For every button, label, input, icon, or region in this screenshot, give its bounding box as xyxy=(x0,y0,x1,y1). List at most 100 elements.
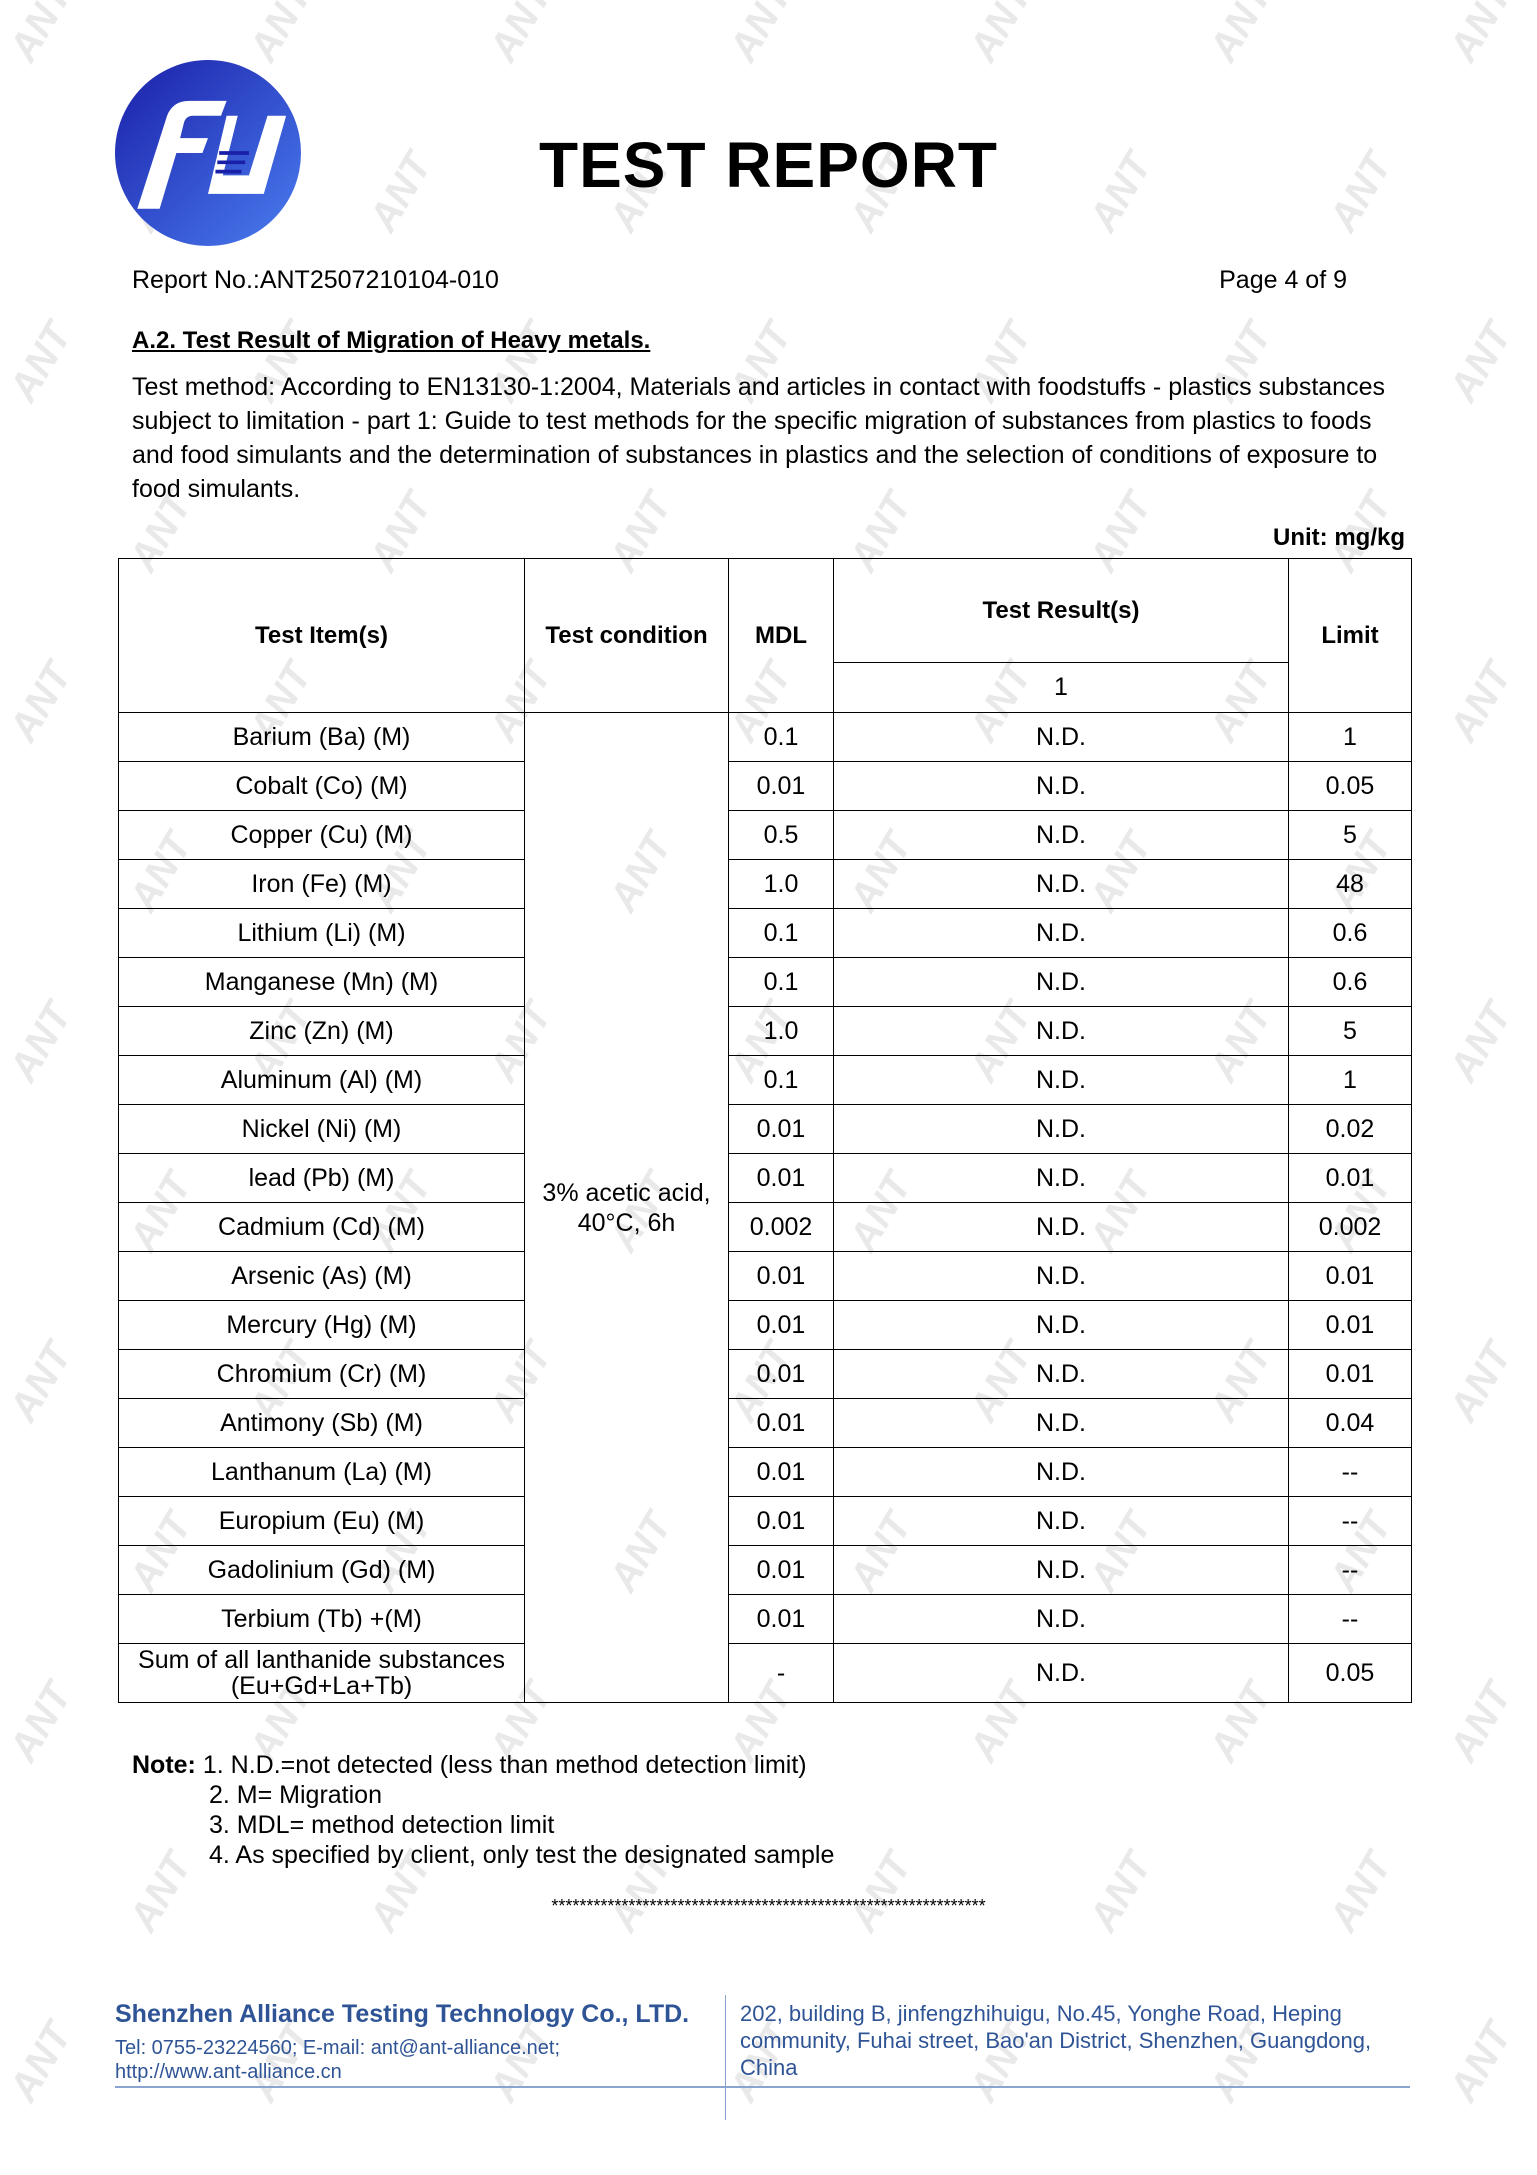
header-result-sample: 1 xyxy=(833,662,1289,713)
cell-item: Lithium (Li) (M) xyxy=(118,908,525,958)
cell-result: N.D. xyxy=(833,1349,1289,1399)
cell-item: Europium (Eu) (M) xyxy=(118,1496,525,1546)
footer-tel-email: Tel: 0755-23224560; E-mail: ant@ant-alli… xyxy=(115,2037,561,2059)
section-title: A.2. Test Result of Migration of Heavy m… xyxy=(132,327,651,354)
page-number: Page 4 of 9 xyxy=(1219,266,1347,294)
watermark-mark: ANT xyxy=(1,315,81,409)
cell-item: Gadolinium (Gd) (M) xyxy=(118,1545,525,1595)
cell-limit: 0.01 xyxy=(1288,1251,1412,1301)
header-result: Test Result(s) xyxy=(833,558,1289,663)
cell-mdl: - xyxy=(728,1643,834,1703)
cell-result: N.D. xyxy=(833,1202,1289,1252)
cell-limit: 1 xyxy=(1288,1055,1412,1105)
note-item: 1. N.D.=not detected (less than method d… xyxy=(202,1751,807,1779)
cell-mdl: 0.01 xyxy=(728,1545,834,1595)
footer-website[interactable]: http://www.ant-alliance.cn xyxy=(115,2061,342,2083)
footer-company: Shenzhen Alliance Testing Technology Co.… xyxy=(115,2000,690,2028)
cell-mdl: 0.01 xyxy=(728,1251,834,1301)
footer-divider xyxy=(725,1995,726,2120)
table-row: Mercury (Hg) (M) 0.01 N.D. 0.01 xyxy=(118,1300,1412,1350)
cell-item: Barium (Ba) (M) xyxy=(118,712,525,762)
cell-mdl: 0.1 xyxy=(728,1055,834,1105)
cell-mdl: 0.01 xyxy=(728,1594,834,1644)
cell-limit: 0.002 xyxy=(1288,1202,1412,1252)
header-limit: Limit xyxy=(1288,558,1412,713)
table-row: Arsenic (As) (M) 0.01 N.D. 0.01 xyxy=(118,1251,1412,1301)
table-row: Chromium (Cr) (M) 0.01 N.D. 0.01 xyxy=(118,1349,1412,1399)
cell-result: N.D. xyxy=(833,1153,1289,1203)
note-item: 3. MDL= method detection limit xyxy=(209,1811,555,1839)
cell-item: lead (Pb) (M) xyxy=(118,1153,525,1203)
report-number: Report No.:ANT2507210104-010 xyxy=(132,266,499,294)
cell-item: Cadmium (Cd) (M) xyxy=(118,1202,525,1252)
watermark-mark: ANT xyxy=(1,1335,81,1429)
cell-result: N.D. xyxy=(833,859,1289,909)
cell-item: Nickel (Ni) (M) xyxy=(118,1104,525,1154)
header-condition: Test condition xyxy=(524,558,729,713)
cell-limit: 0.01 xyxy=(1288,1349,1412,1399)
cell-limit: 0.01 xyxy=(1288,1300,1412,1350)
cell-mdl: 1.0 xyxy=(728,859,834,909)
table-row: Gadolinium (Gd) (M) 0.01 N.D. -- xyxy=(118,1545,1412,1595)
cell-limit: 5 xyxy=(1288,1006,1412,1056)
cell-result: N.D. xyxy=(833,1447,1289,1497)
cell-item: Arsenic (As) (M) xyxy=(118,1251,525,1301)
notes: Note: 1. N.D.=not detected (less than me… xyxy=(132,1750,834,1870)
watermark-mark: ANT xyxy=(481,0,561,69)
cell-mdl: 0.01 xyxy=(728,1300,834,1350)
test-method: Test method: According to EN13130-1:2004… xyxy=(132,373,1385,503)
watermark-mark: ANT xyxy=(1441,315,1521,409)
table-row: Cobalt (Co) (M) 0.01 N.D. 0.05 xyxy=(118,761,1412,811)
cell-item: Antimony (Sb) (M) xyxy=(118,1398,525,1448)
table-row: Barium (Ba) (M) 3% acetic acid, 40°C, 6h 0… xyxy=(118,712,1412,1703)
note-item: 4. As specified by client, only test the… xyxy=(209,1841,835,1869)
cell-condition: 3% acetic acid, 40°C, 6h xyxy=(524,712,729,1703)
table-row: Cadmium (Cd) (M) 0.002 N.D. 0.002 xyxy=(118,1202,1412,1252)
company-logo xyxy=(115,60,301,246)
watermark-mark: ANT xyxy=(1,2015,81,2109)
cell-mdl: 0.01 xyxy=(728,761,834,811)
cell-result: N.D. xyxy=(833,1594,1289,1644)
cell-item: Mercury (Hg) (M) xyxy=(118,1300,525,1350)
cell-item: Chromium (Cr) (M) xyxy=(118,1349,525,1399)
cell-result: N.D. xyxy=(833,1104,1289,1154)
table-row: Iron (Fe) (M) 1.0 N.D. 48 xyxy=(118,859,1412,909)
cell-limit: 48 xyxy=(1288,859,1412,909)
cell-item: Copper (Cu) (M) xyxy=(118,810,525,860)
watermark-mark: ANT xyxy=(1,1675,81,1769)
watermark-mark: ANT xyxy=(1441,2015,1521,2109)
cell-mdl: 0.01 xyxy=(728,1349,834,1399)
cell-result: N.D. xyxy=(833,810,1289,860)
cell-limit: 0.02 xyxy=(1288,1104,1412,1154)
table-row: lead (Pb) (M) 0.01 N.D. 0.01 xyxy=(118,1153,1412,1203)
table-row: Copper (Cu) (M) 0.5 N.D. 5 xyxy=(118,810,1412,860)
cell-item: Terbium (Tb) +(M) xyxy=(118,1594,525,1644)
watermark-mark: ANT xyxy=(1,655,81,749)
cell-mdl: 0.1 xyxy=(728,957,834,1007)
cell-mdl: 0.1 xyxy=(728,712,834,762)
end-separator: ****************************************… xyxy=(551,1896,986,1916)
cell-result: N.D. xyxy=(833,1398,1289,1448)
watermark-mark: ANT xyxy=(241,0,321,69)
cell-result: N.D. xyxy=(833,1006,1289,1056)
watermark-mark: ANT xyxy=(1,995,81,1089)
watermark-mark: ANT xyxy=(1441,1675,1521,1769)
cell-limit: -- xyxy=(1288,1594,1412,1644)
cell-limit: -- xyxy=(1288,1447,1412,1497)
cell-item: Aluminum (Al) (M) xyxy=(118,1055,525,1105)
header-mdl: MDL xyxy=(728,558,834,713)
cell-mdl: 0.01 xyxy=(728,1496,834,1546)
watermark-mark: ANT xyxy=(721,0,801,69)
watermark-mark: ANT xyxy=(1441,995,1521,1089)
cell-limit: 0.01 xyxy=(1288,1153,1412,1203)
cell-mdl: 1.0 xyxy=(728,1006,834,1056)
cell-mdl: 0.5 xyxy=(728,810,834,860)
cell-limit: 1 xyxy=(1288,712,1412,762)
cell-result: N.D. xyxy=(833,1496,1289,1546)
cell-limit: 0.6 xyxy=(1288,908,1412,958)
cell-mdl: 0.1 xyxy=(728,908,834,958)
footer-line xyxy=(115,2086,1410,2088)
cell-result: N.D. xyxy=(833,1300,1289,1350)
cell-result: N.D. xyxy=(833,908,1289,958)
watermark-mark: ANT xyxy=(1441,655,1521,749)
